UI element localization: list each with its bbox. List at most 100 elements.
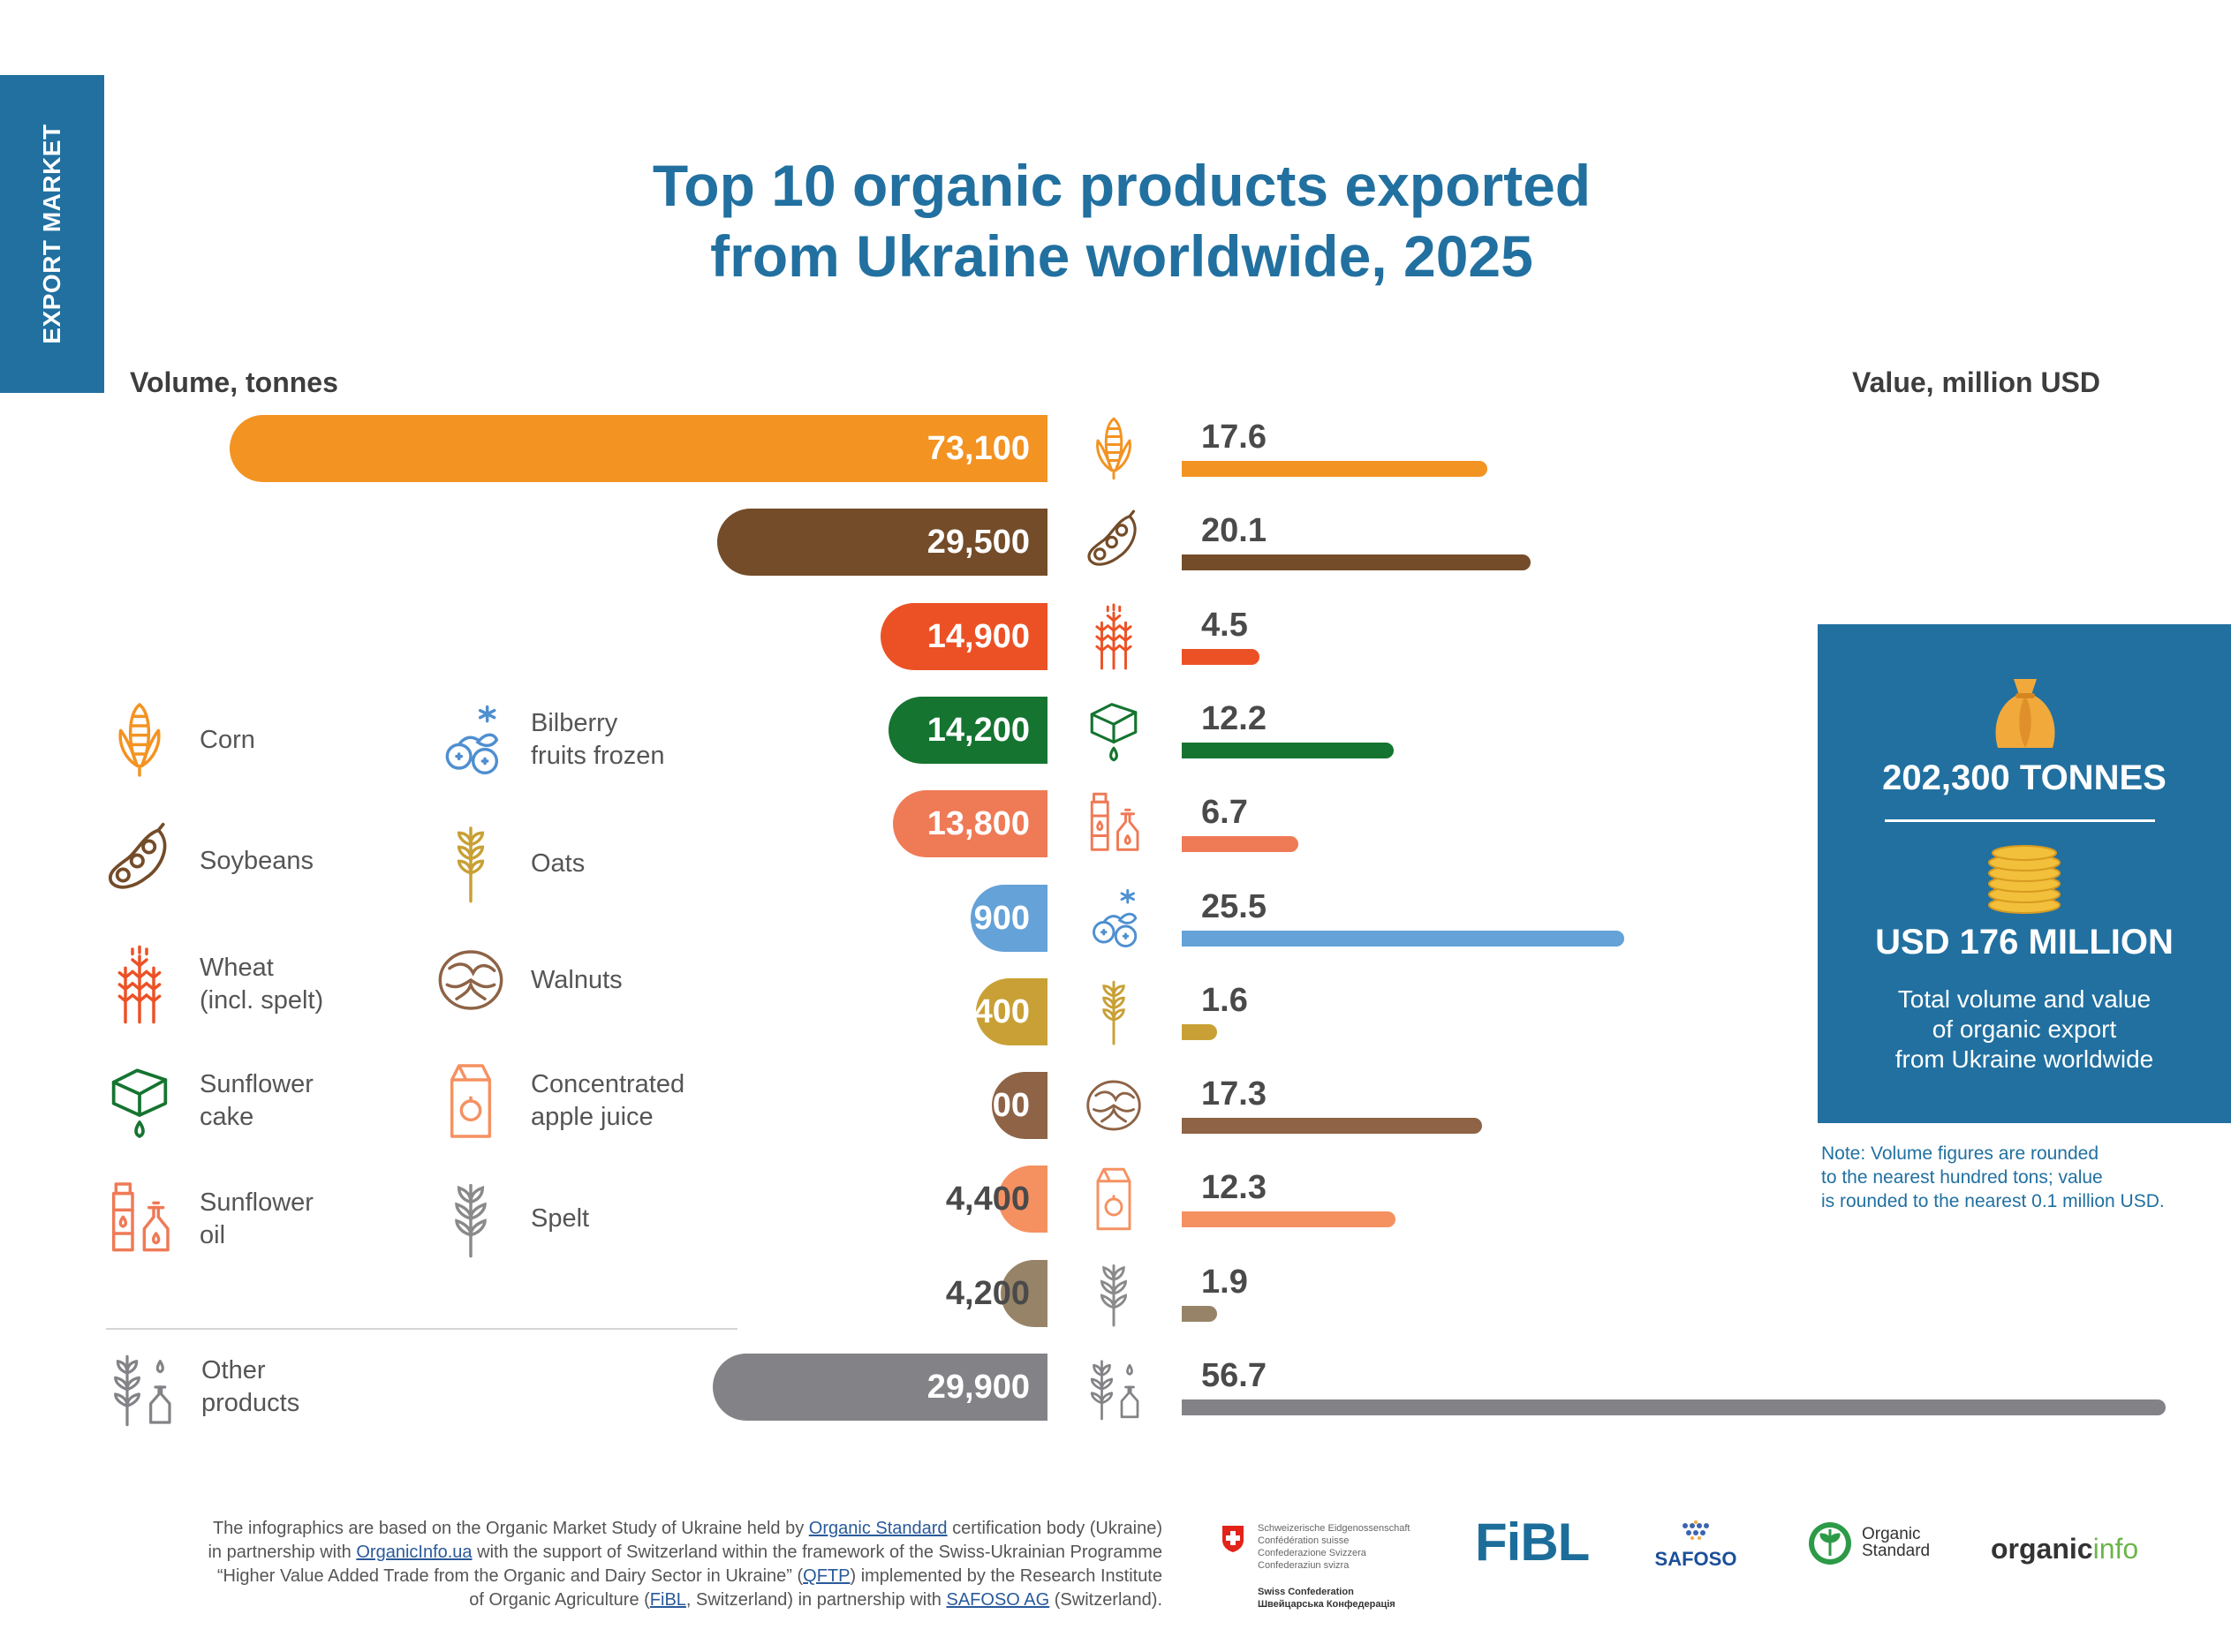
legend-divider <box>106 1328 737 1330</box>
footer-text: (Switzerland). <box>1049 1590 1162 1610</box>
bar-row: 29,900 56.7 <box>0 1354 2231 1421</box>
swiss-de: Schweizerische Eidgenossenschaft <box>1258 1523 1410 1534</box>
value-label: 12.2 <box>1201 700 1267 737</box>
swiss-ua: Швейцарська Конфедерація <box>1258 1599 1395 1610</box>
bilberry-icon <box>428 696 513 784</box>
legend-sunflower-oil-label: Sunflower oil <box>200 1188 314 1249</box>
coins-icon <box>1988 845 2061 914</box>
value-bar <box>1182 1118 1482 1134</box>
corn-icon <box>1082 411 1146 486</box>
volume-value-label: 29,900 <box>926 1369 1030 1406</box>
bar-row: 5,000 17.3 <box>0 1072 2231 1139</box>
value-bar <box>1182 931 1624 947</box>
total-usd: USD 176 MILLION <box>1875 923 2174 962</box>
value-label: 56.7 <box>1201 1357 1267 1394</box>
volume-value-label: 6,400 <box>945 993 1030 1030</box>
sunflower-cake-icon <box>97 1057 182 1145</box>
chart-title: Top 10 organic products exported from Uk… <box>512 150 1731 291</box>
legend-sunflower-oil: Sunflower oil <box>97 1175 314 1264</box>
volume-bar <box>881 603 1047 670</box>
other-products-icon <box>99 1343 184 1431</box>
volume-bar <box>893 790 1047 857</box>
bar-row: 14,900 4.5 <box>0 603 2231 670</box>
bar-row: 73,100 17.6 <box>0 415 2231 482</box>
value-label: 17.6 <box>1201 419 1267 456</box>
wheat-icon <box>97 940 182 1029</box>
summary-divider <box>1885 819 2155 822</box>
volume-value-label: 14,200 <box>926 712 1030 749</box>
qftp-link[interactable]: QFTP <box>803 1566 851 1586</box>
legend-apple-juice-label: Concentrated apple juice <box>531 1070 685 1131</box>
volume-value-label: 4,400 <box>945 1181 1030 1218</box>
volume-bar <box>998 1165 1047 1233</box>
bar-row: 13,800 6.7 <box>0 790 2231 857</box>
legend-walnuts: Walnuts <box>428 936 623 1024</box>
bar-row: 29,500 20.1 <box>0 509 2231 576</box>
safoso-mark-icon <box>1683 1520 1709 1540</box>
organicinfo-text-b: info <box>2092 1533 2139 1565</box>
export-market-label: EXPORT MARKET <box>38 124 65 344</box>
value-bar <box>1182 743 1394 758</box>
apple-juice-icon <box>1082 1162 1146 1236</box>
footer-text: of Organic Agriculture ( <box>469 1590 650 1610</box>
volume-bar <box>992 1072 1047 1139</box>
volume-bar <box>1001 1260 1047 1327</box>
spelt-icon <box>428 1174 513 1263</box>
footer-text: in partnership with <box>208 1543 357 1562</box>
value-label: 4.5 <box>1201 607 1248 644</box>
value-label: 1.6 <box>1201 982 1248 1019</box>
organic-standard-link[interactable]: Organic Standard <box>808 1519 948 1538</box>
oats-icon <box>428 819 513 908</box>
value-bar <box>1182 1211 1395 1227</box>
value-label: 20.1 <box>1201 512 1267 549</box>
fibl-link[interactable]: FiBL <box>649 1590 686 1610</box>
footer-credits: The infographics are based on the Organi… <box>132 1517 1162 1612</box>
value-bar <box>1182 1306 1217 1322</box>
legend-wheat: Wheat (incl. spelt) <box>97 940 323 1029</box>
volume-value-label: 5,000 <box>945 1087 1030 1124</box>
value-label: 1.9 <box>1201 1264 1248 1301</box>
value-label: 17.3 <box>1201 1075 1267 1113</box>
wheat-icon <box>1082 600 1146 674</box>
organicinfo-logo: organicinfo <box>1991 1533 2138 1565</box>
footer-text: certification body (Ukraine) <box>947 1519 1162 1538</box>
bilberry-icon <box>1082 881 1146 955</box>
value-bar <box>1182 1399 2166 1415</box>
spelt-icon <box>1082 1256 1146 1331</box>
volume-value-label: 14,900 <box>926 618 1030 655</box>
bar-row: 14,200 12.2 <box>0 697 2231 764</box>
volume-value-label: 13,800 <box>926 805 1030 842</box>
summary-description: Total volume and value of organic export… <box>1894 985 2154 1073</box>
legend-other: Other products <box>99 1343 299 1431</box>
organicinfo-link[interactable]: OrganicInfo.ua <box>356 1543 473 1562</box>
volume-axis-label: Volume, tonnes <box>130 366 338 398</box>
oats-icon <box>1082 975 1146 1049</box>
legend-corn-label: Corn <box>200 725 255 754</box>
walnut-icon <box>1082 1068 1146 1143</box>
apple-juice-icon <box>428 1057 513 1145</box>
bar-row: 4,200 1.9 <box>0 1260 2231 1327</box>
volume-bar <box>976 978 1047 1045</box>
legend-apple-juice: Concentrated apple juice <box>428 1057 684 1145</box>
fibl-logo: FiBL <box>1475 1512 1590 1572</box>
legend-wheat-label: Wheat (incl. spelt) <box>200 954 324 1015</box>
export-market-tab: EXPORT MARKET <box>0 75 104 393</box>
footer-text: ) implemented by the Research Institute <box>850 1566 1162 1586</box>
safoso-link[interactable]: SAFOSO AG <box>946 1590 1050 1610</box>
bar-row: 6,900 25.5 <box>0 885 2231 952</box>
swiss-en: Swiss Confederation <box>1258 1587 1354 1597</box>
legend-other-label: Other products <box>201 1356 300 1417</box>
soybeans-icon <box>97 817 182 905</box>
legend-sunflower-cake-label: Sunflower cake <box>200 1070 314 1131</box>
organicinfo-text-a: organic <box>1991 1533 2093 1565</box>
value-bar <box>1182 836 1298 852</box>
corn-icon <box>97 696 182 784</box>
legend-oats: Oats <box>428 819 585 908</box>
footer-text: , Switzerland) in partnership with <box>685 1590 947 1610</box>
sunflower-cake-icon <box>1082 693 1146 767</box>
value-bar <box>1182 461 1487 477</box>
safoso-logo: SAFOSO <box>1650 1519 1742 1571</box>
legend-spelt: Spelt <box>428 1174 589 1263</box>
legend-soybeans-label: Soybeans <box>200 846 314 875</box>
footer-text: The infographics are based on the Organi… <box>212 1519 809 1538</box>
